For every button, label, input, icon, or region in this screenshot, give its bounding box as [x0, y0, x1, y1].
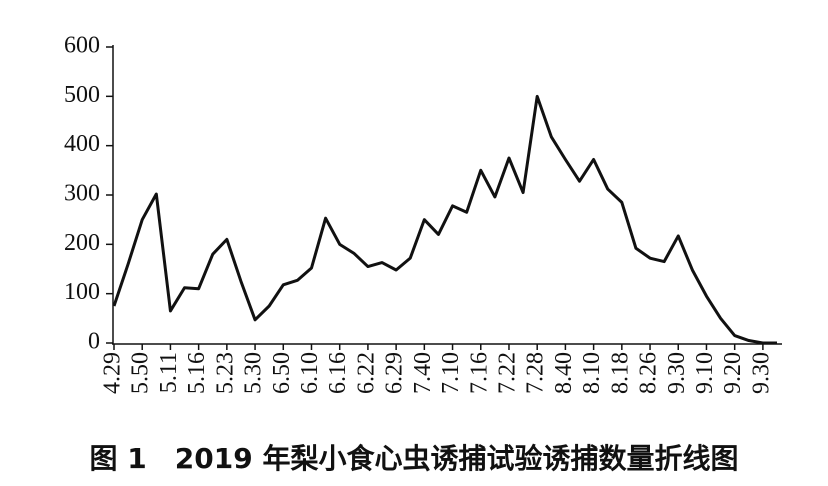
x-tick-label: 8.18 [607, 352, 633, 394]
x-tick-label: 7.28 [523, 352, 549, 394]
y-tick-label: 600 [64, 33, 100, 59]
x-tick-label: 6.29 [382, 352, 408, 394]
x-tick-label: 6.50 [269, 352, 295, 394]
x-tick-label: 5.11 [156, 352, 182, 393]
x-tick-label: 7.22 [494, 352, 520, 394]
x-tick-label: 8.10 [579, 352, 605, 394]
x-tick-label: 4.29 [100, 352, 126, 394]
x-tick-label: 9.20 [720, 352, 746, 394]
x-tick-label: 9.30 [748, 352, 774, 394]
x-tick-label: 9.30 [664, 352, 690, 394]
y-tick-label: 200 [64, 230, 100, 256]
y-tick-label: 0 [88, 329, 100, 355]
data-line [112, 94, 777, 345]
x-tick-label: 9.10 [692, 352, 718, 394]
chart-title: 图 1 2019 年梨小食心虫诱捕试验诱捕数量折线图 [90, 442, 739, 475]
y-tick-label: 100 [64, 279, 100, 305]
y-tick-label: 400 [64, 131, 100, 157]
y-tick-label: 300 [64, 181, 100, 207]
x-tick-label: 6.22 [353, 352, 379, 394]
x-tick-label: 5.30 [241, 352, 267, 394]
x-tick-label: 5.16 [184, 352, 210, 394]
x-tick-label: 7.40 [410, 352, 436, 394]
x-tick-label: 6.16 [325, 352, 351, 394]
y-tick-label: 500 [64, 82, 100, 108]
x-tick-label: 8.40 [551, 352, 577, 394]
x-tick-label: 7.16 [466, 352, 492, 394]
x-tick-label: 7.10 [438, 352, 464, 394]
x-tick-label: 5.50 [128, 352, 154, 394]
x-tick-label: 8.26 [636, 352, 662, 394]
x-tick-label: 5.23 [212, 352, 238, 394]
x-tick-label: 6.10 [297, 352, 323, 394]
